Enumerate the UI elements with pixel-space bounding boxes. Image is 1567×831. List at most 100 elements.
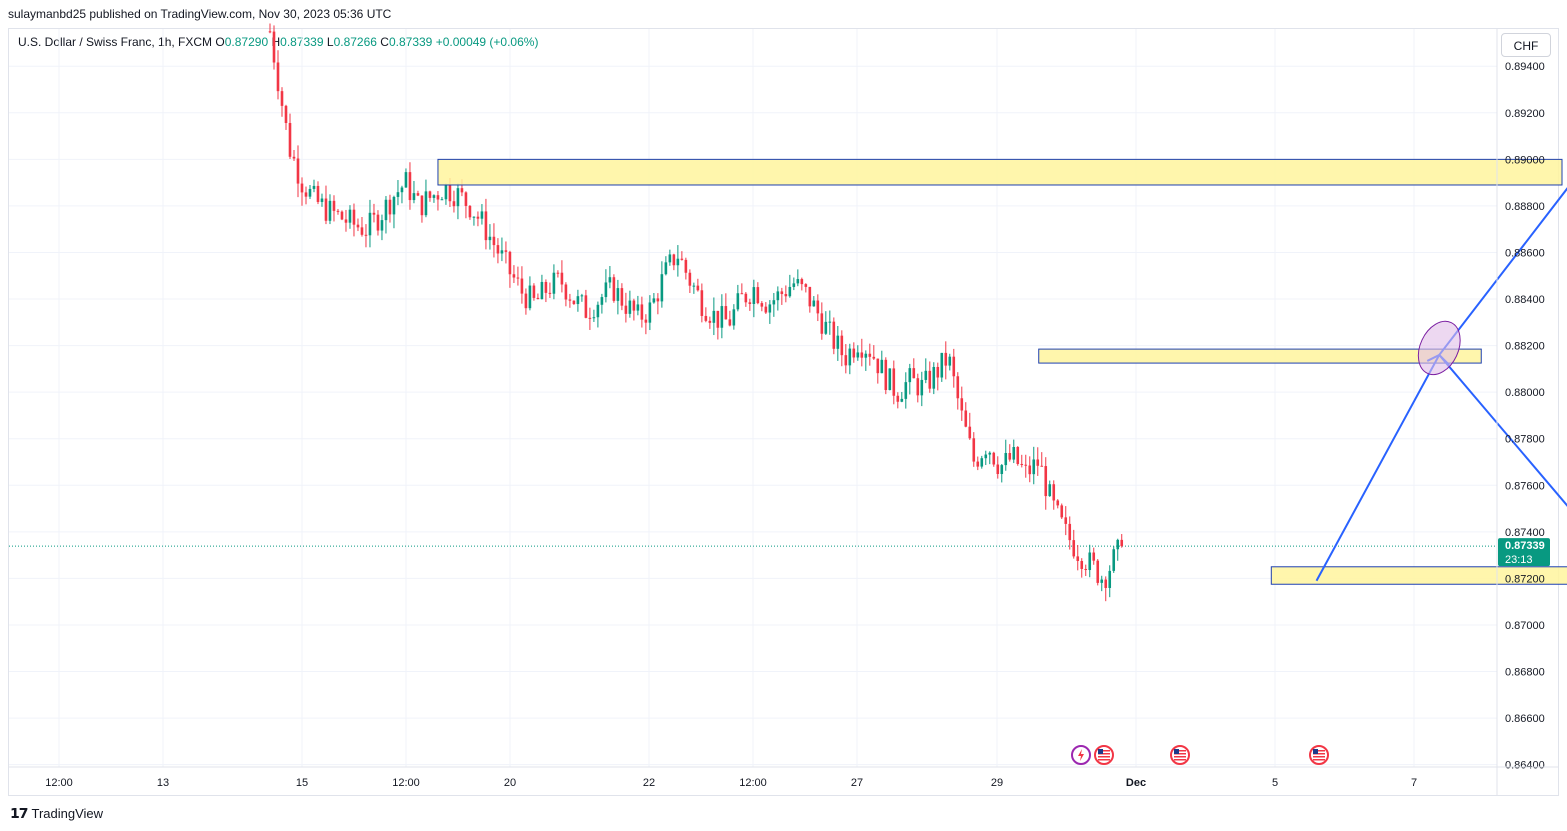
candle-body xyxy=(400,187,404,193)
candle-body xyxy=(796,279,800,284)
candle-body xyxy=(724,306,728,320)
price-tick-label: 0.88800 xyxy=(1505,201,1545,213)
price-tick-label: 0.86600 xyxy=(1505,713,1545,725)
candle-body xyxy=(996,464,1000,475)
candle-body xyxy=(928,370,932,389)
price-tick-label: 0.88400 xyxy=(1505,294,1545,306)
candle-body xyxy=(1052,484,1056,501)
time-tick-label: 12:00 xyxy=(739,777,767,789)
candle-body xyxy=(1016,447,1020,464)
time-tick-label: 12:00 xyxy=(392,777,420,789)
candle-body xyxy=(704,315,708,321)
price-axis: 0.89400 0.89200 0.89000 0.88800 0.88600 0.884… xyxy=(1496,29,1550,795)
candle-body xyxy=(672,254,676,266)
candle-body xyxy=(464,192,468,206)
candle-body xyxy=(620,288,624,306)
candle-body xyxy=(864,353,868,358)
candle-body xyxy=(388,199,392,215)
flag-canton xyxy=(1098,749,1103,754)
candle-body xyxy=(720,306,724,328)
candle-body xyxy=(380,220,384,231)
candle-body xyxy=(956,376,960,399)
candle-body xyxy=(304,192,308,197)
candle-body xyxy=(488,236,492,241)
brand-label: TradingView xyxy=(31,806,104,821)
candle-body xyxy=(716,310,720,328)
candle-body xyxy=(888,368,892,391)
candle-body xyxy=(332,200,336,211)
candle-body xyxy=(904,382,908,399)
candle-body xyxy=(1088,552,1092,571)
zone-rectangle xyxy=(1270,566,1567,585)
candle-body xyxy=(428,191,432,198)
us-flag-event-icon[interactable] xyxy=(1094,745,1114,765)
candle-body xyxy=(920,379,924,396)
candle-body xyxy=(776,291,780,301)
candle-body xyxy=(572,300,576,305)
candle-body xyxy=(312,185,316,189)
candle-body xyxy=(424,191,428,216)
currency-button[interactable]: CHF xyxy=(1501,33,1551,57)
candle-body xyxy=(952,356,956,377)
candle-body xyxy=(892,368,896,396)
candle-body xyxy=(712,310,716,323)
candle-body xyxy=(808,286,812,307)
candle-body xyxy=(1020,463,1024,465)
candle-body xyxy=(548,292,552,294)
candle-body xyxy=(700,290,704,316)
candle-body xyxy=(1100,579,1104,583)
candle-body xyxy=(916,378,920,396)
candle-body xyxy=(848,348,852,366)
us-flag-event-icon[interactable] xyxy=(1170,745,1190,765)
candle-body xyxy=(600,297,604,305)
time-tick-label: Dec xyxy=(1126,777,1146,789)
candle-body xyxy=(328,200,332,221)
candle-body xyxy=(444,184,448,200)
candle-body xyxy=(640,304,644,320)
candle-body xyxy=(552,272,556,294)
candle-body xyxy=(684,259,688,273)
lightning-event-icon[interactable] xyxy=(1071,745,1091,765)
zone-rectangle xyxy=(1038,348,1482,364)
candle-body xyxy=(784,294,788,297)
candle-body xyxy=(764,306,768,313)
candle-body xyxy=(1024,464,1028,466)
candle-body xyxy=(584,295,588,318)
candle-body xyxy=(364,234,368,236)
candle-body xyxy=(912,368,916,379)
candle-body xyxy=(1008,452,1012,460)
candle-body xyxy=(480,211,484,219)
candle-body xyxy=(816,300,820,314)
candle-body xyxy=(840,335,844,356)
time-tick-label: 15 xyxy=(296,777,308,789)
candle-body xyxy=(456,188,460,207)
candle-body xyxy=(636,304,640,311)
candle-body xyxy=(492,236,496,246)
symbol-name[interactable]: U.S. Dollar / Swiss Franc, 1h, FXCM xyxy=(18,35,213,49)
candle-body xyxy=(596,304,600,318)
flag-stripe xyxy=(1098,750,1110,752)
candle-body xyxy=(512,274,516,278)
candle-body xyxy=(484,211,488,241)
price-tick-label: 0.87200 xyxy=(1505,573,1545,585)
candle-body xyxy=(280,91,284,106)
us-flag-event-icon[interactable] xyxy=(1309,745,1329,765)
footer-brand[interactable]: 𝟭𝟳 TradingView xyxy=(10,805,103,822)
low-value: 0.87266 xyxy=(333,35,377,49)
candle-body xyxy=(1076,556,1080,561)
candle-body xyxy=(276,62,280,92)
candle-body xyxy=(308,188,312,197)
candle-body xyxy=(880,359,884,374)
candle-body xyxy=(1000,465,1004,475)
candle-body xyxy=(1108,570,1112,588)
candle-body xyxy=(340,211,344,220)
candle-body xyxy=(496,245,500,254)
flag-stripe xyxy=(1174,756,1186,758)
flag-stripe xyxy=(1313,753,1325,755)
open-label: O xyxy=(215,35,225,49)
candle-body xyxy=(476,216,480,219)
candle-body xyxy=(668,254,672,263)
candle-body xyxy=(1080,560,1084,569)
candle-body xyxy=(1092,552,1096,561)
